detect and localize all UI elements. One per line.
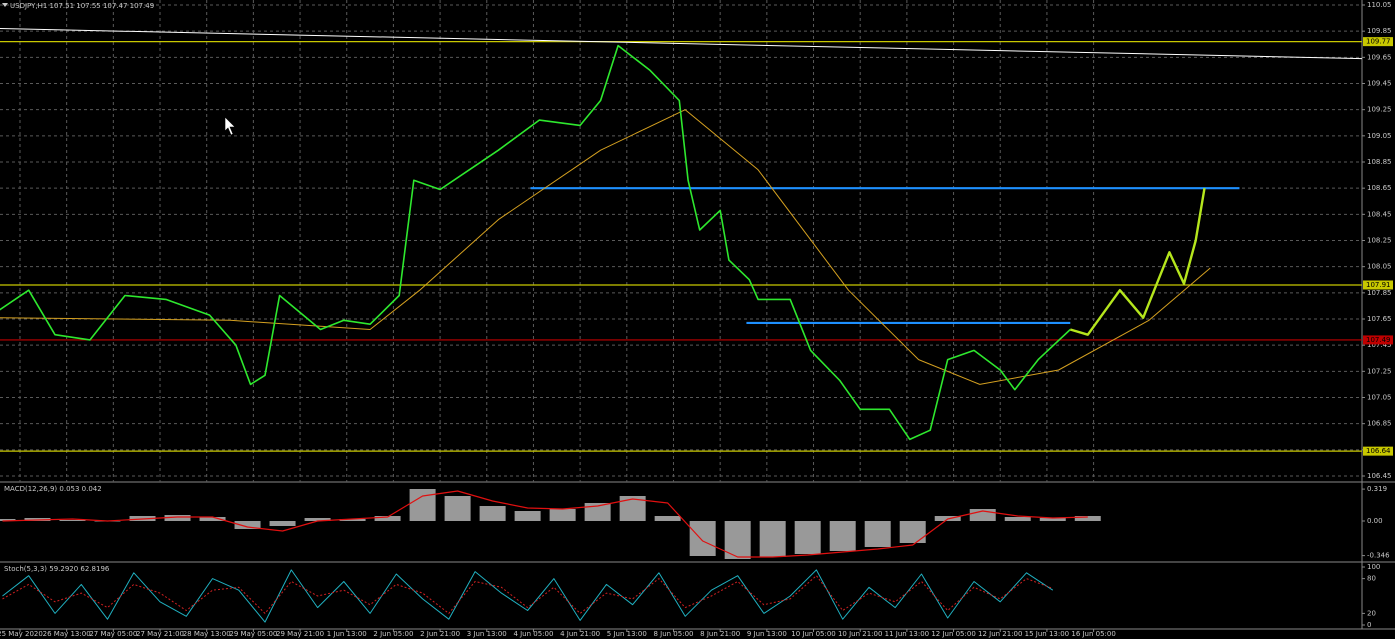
x-tick-label: 12 Jun 21:00 bbox=[978, 630, 1022, 638]
macd-bar bbox=[759, 521, 786, 557]
x-tick-label: 3 Jun 13:00 bbox=[467, 630, 507, 638]
panel-title: MACD(12,26,9) 0.053 0.042 bbox=[4, 485, 102, 493]
x-tick-label: 15 Jun 13:00 bbox=[1025, 630, 1069, 638]
x-tick-label: 1 Jun 13:00 bbox=[327, 630, 367, 638]
x-tick-label: 29 May 05:00 bbox=[229, 630, 277, 638]
y-tick-label: 109.25 bbox=[1367, 106, 1392, 114]
macd-bar bbox=[0, 519, 16, 521]
panel-title: Stoch(5,3,3) 59.2920 62.8196 bbox=[4, 565, 110, 573]
macd-bar bbox=[514, 511, 541, 521]
macd-bar bbox=[794, 521, 821, 554]
x-tick-label: 2 Jun 21:00 bbox=[420, 630, 460, 638]
macd-bar bbox=[584, 503, 611, 521]
x-tick-label: 28 May 13:00 bbox=[183, 630, 231, 638]
x-tick-label: 16 Jun 05:00 bbox=[1071, 630, 1115, 638]
x-tick-label: 8 Jun 21:00 bbox=[700, 630, 740, 638]
x-tick-label: 11 Jun 13:00 bbox=[885, 630, 929, 638]
cursor bbox=[224, 116, 236, 136]
macd-bar bbox=[59, 520, 86, 521]
title-marker bbox=[2, 3, 8, 7]
macd-bar bbox=[549, 509, 576, 521]
y-tick-label: 20 bbox=[1367, 609, 1376, 617]
x-tick-label: 10 Jun 05:00 bbox=[791, 630, 835, 638]
x-tick-label: 9 Jun 13:00 bbox=[747, 630, 787, 638]
level-label: 107.49 bbox=[1366, 336, 1391, 344]
y-tick-label: 108.65 bbox=[1367, 184, 1392, 192]
y-tick-label: -0.346 bbox=[1367, 552, 1390, 560]
series-line bbox=[0, 44, 1071, 441]
y-tick-label: 109.45 bbox=[1367, 80, 1392, 88]
y-tick-label: 0 bbox=[1367, 621, 1371, 629]
y-tick-label: 108.05 bbox=[1367, 263, 1392, 271]
y-tick-label: 0.00 bbox=[1367, 517, 1383, 525]
y-tick-label: 107.05 bbox=[1367, 394, 1392, 402]
y-tick-label: 100 bbox=[1367, 563, 1380, 571]
y-tick-label: 108.45 bbox=[1367, 210, 1392, 218]
y-tick-label: 110.05 bbox=[1367, 1, 1392, 9]
y-tick-label: 107.25 bbox=[1367, 367, 1392, 375]
macd-bar bbox=[654, 516, 681, 521]
series-line bbox=[2, 575, 1053, 614]
x-tick-label: 2 Jun 05:00 bbox=[373, 630, 413, 638]
panel-title: USDJPY,H1 107.51 107.55 107.47 107.49 bbox=[10, 2, 154, 10]
macd-bar bbox=[444, 496, 471, 521]
y-tick-label: 108.25 bbox=[1367, 237, 1392, 245]
level-tag bbox=[1363, 446, 1393, 456]
x-tick-label: 12 Jun 05:00 bbox=[931, 630, 975, 638]
y-tick-label: 109.85 bbox=[1367, 27, 1392, 35]
macd-bar bbox=[164, 515, 191, 521]
y-tick-label: 107.65 bbox=[1367, 315, 1392, 323]
y-tick-label: 106.85 bbox=[1367, 420, 1392, 428]
macd-bar bbox=[304, 518, 331, 521]
x-tick-label: 27 May 21:00 bbox=[136, 630, 184, 638]
x-tick-label: 8 Jun 05:00 bbox=[653, 630, 693, 638]
macd-bar bbox=[864, 521, 891, 547]
y-tick-label: 107.85 bbox=[1367, 289, 1392, 297]
x-tick-label: 25 May 2020 bbox=[0, 630, 43, 638]
macd-bar bbox=[374, 516, 401, 521]
macd-bar bbox=[269, 521, 296, 526]
macd-bar bbox=[479, 506, 506, 521]
x-tick-label: 5 Jun 13:00 bbox=[607, 630, 647, 638]
macd-bar bbox=[689, 521, 716, 556]
macd-bar bbox=[1004, 517, 1031, 521]
y-tick-label: 108.85 bbox=[1367, 158, 1392, 166]
level-label: 107.91 bbox=[1366, 281, 1391, 289]
y-tick-label: 80 bbox=[1367, 575, 1376, 583]
level-tag bbox=[1363, 335, 1393, 345]
level-label: 106.64 bbox=[1366, 447, 1391, 455]
macd-bar bbox=[899, 521, 926, 543]
x-tick-label: 27 May 05:00 bbox=[89, 630, 137, 638]
series-line bbox=[2, 569, 1054, 623]
x-tick-label: 26 May 13:00 bbox=[43, 630, 91, 638]
macd-bar bbox=[339, 519, 366, 521]
y-tick-label: 0.319 bbox=[1367, 485, 1387, 493]
series-line bbox=[1069, 188, 1206, 336]
macd-bar bbox=[234, 521, 261, 529]
series-line bbox=[0, 28, 1363, 60]
macd-bar bbox=[1039, 518, 1066, 521]
x-tick-label: 10 Jun 21:00 bbox=[838, 630, 882, 638]
level-tag bbox=[1363, 280, 1393, 290]
y-tick-label: 107.45 bbox=[1367, 341, 1392, 349]
y-tick-label: 106.45 bbox=[1367, 472, 1392, 480]
macd-bar bbox=[199, 517, 226, 521]
macd-bar bbox=[1074, 516, 1101, 521]
series-line bbox=[0, 109, 1211, 385]
level-label: 109.77 bbox=[1366, 38, 1391, 46]
y-tick-label: 109.05 bbox=[1367, 132, 1392, 140]
x-tick-label: 4 Jun 21:00 bbox=[560, 630, 600, 638]
x-tick-label: 4 Jun 05:00 bbox=[513, 630, 553, 638]
macd-bar bbox=[829, 521, 856, 551]
level-tag bbox=[1363, 37, 1393, 47]
macd-bar bbox=[409, 489, 436, 521]
series-line bbox=[2, 490, 1088, 558]
x-tick-label: 29 May 21:00 bbox=[276, 630, 324, 638]
y-tick-label: 109.65 bbox=[1367, 53, 1392, 61]
